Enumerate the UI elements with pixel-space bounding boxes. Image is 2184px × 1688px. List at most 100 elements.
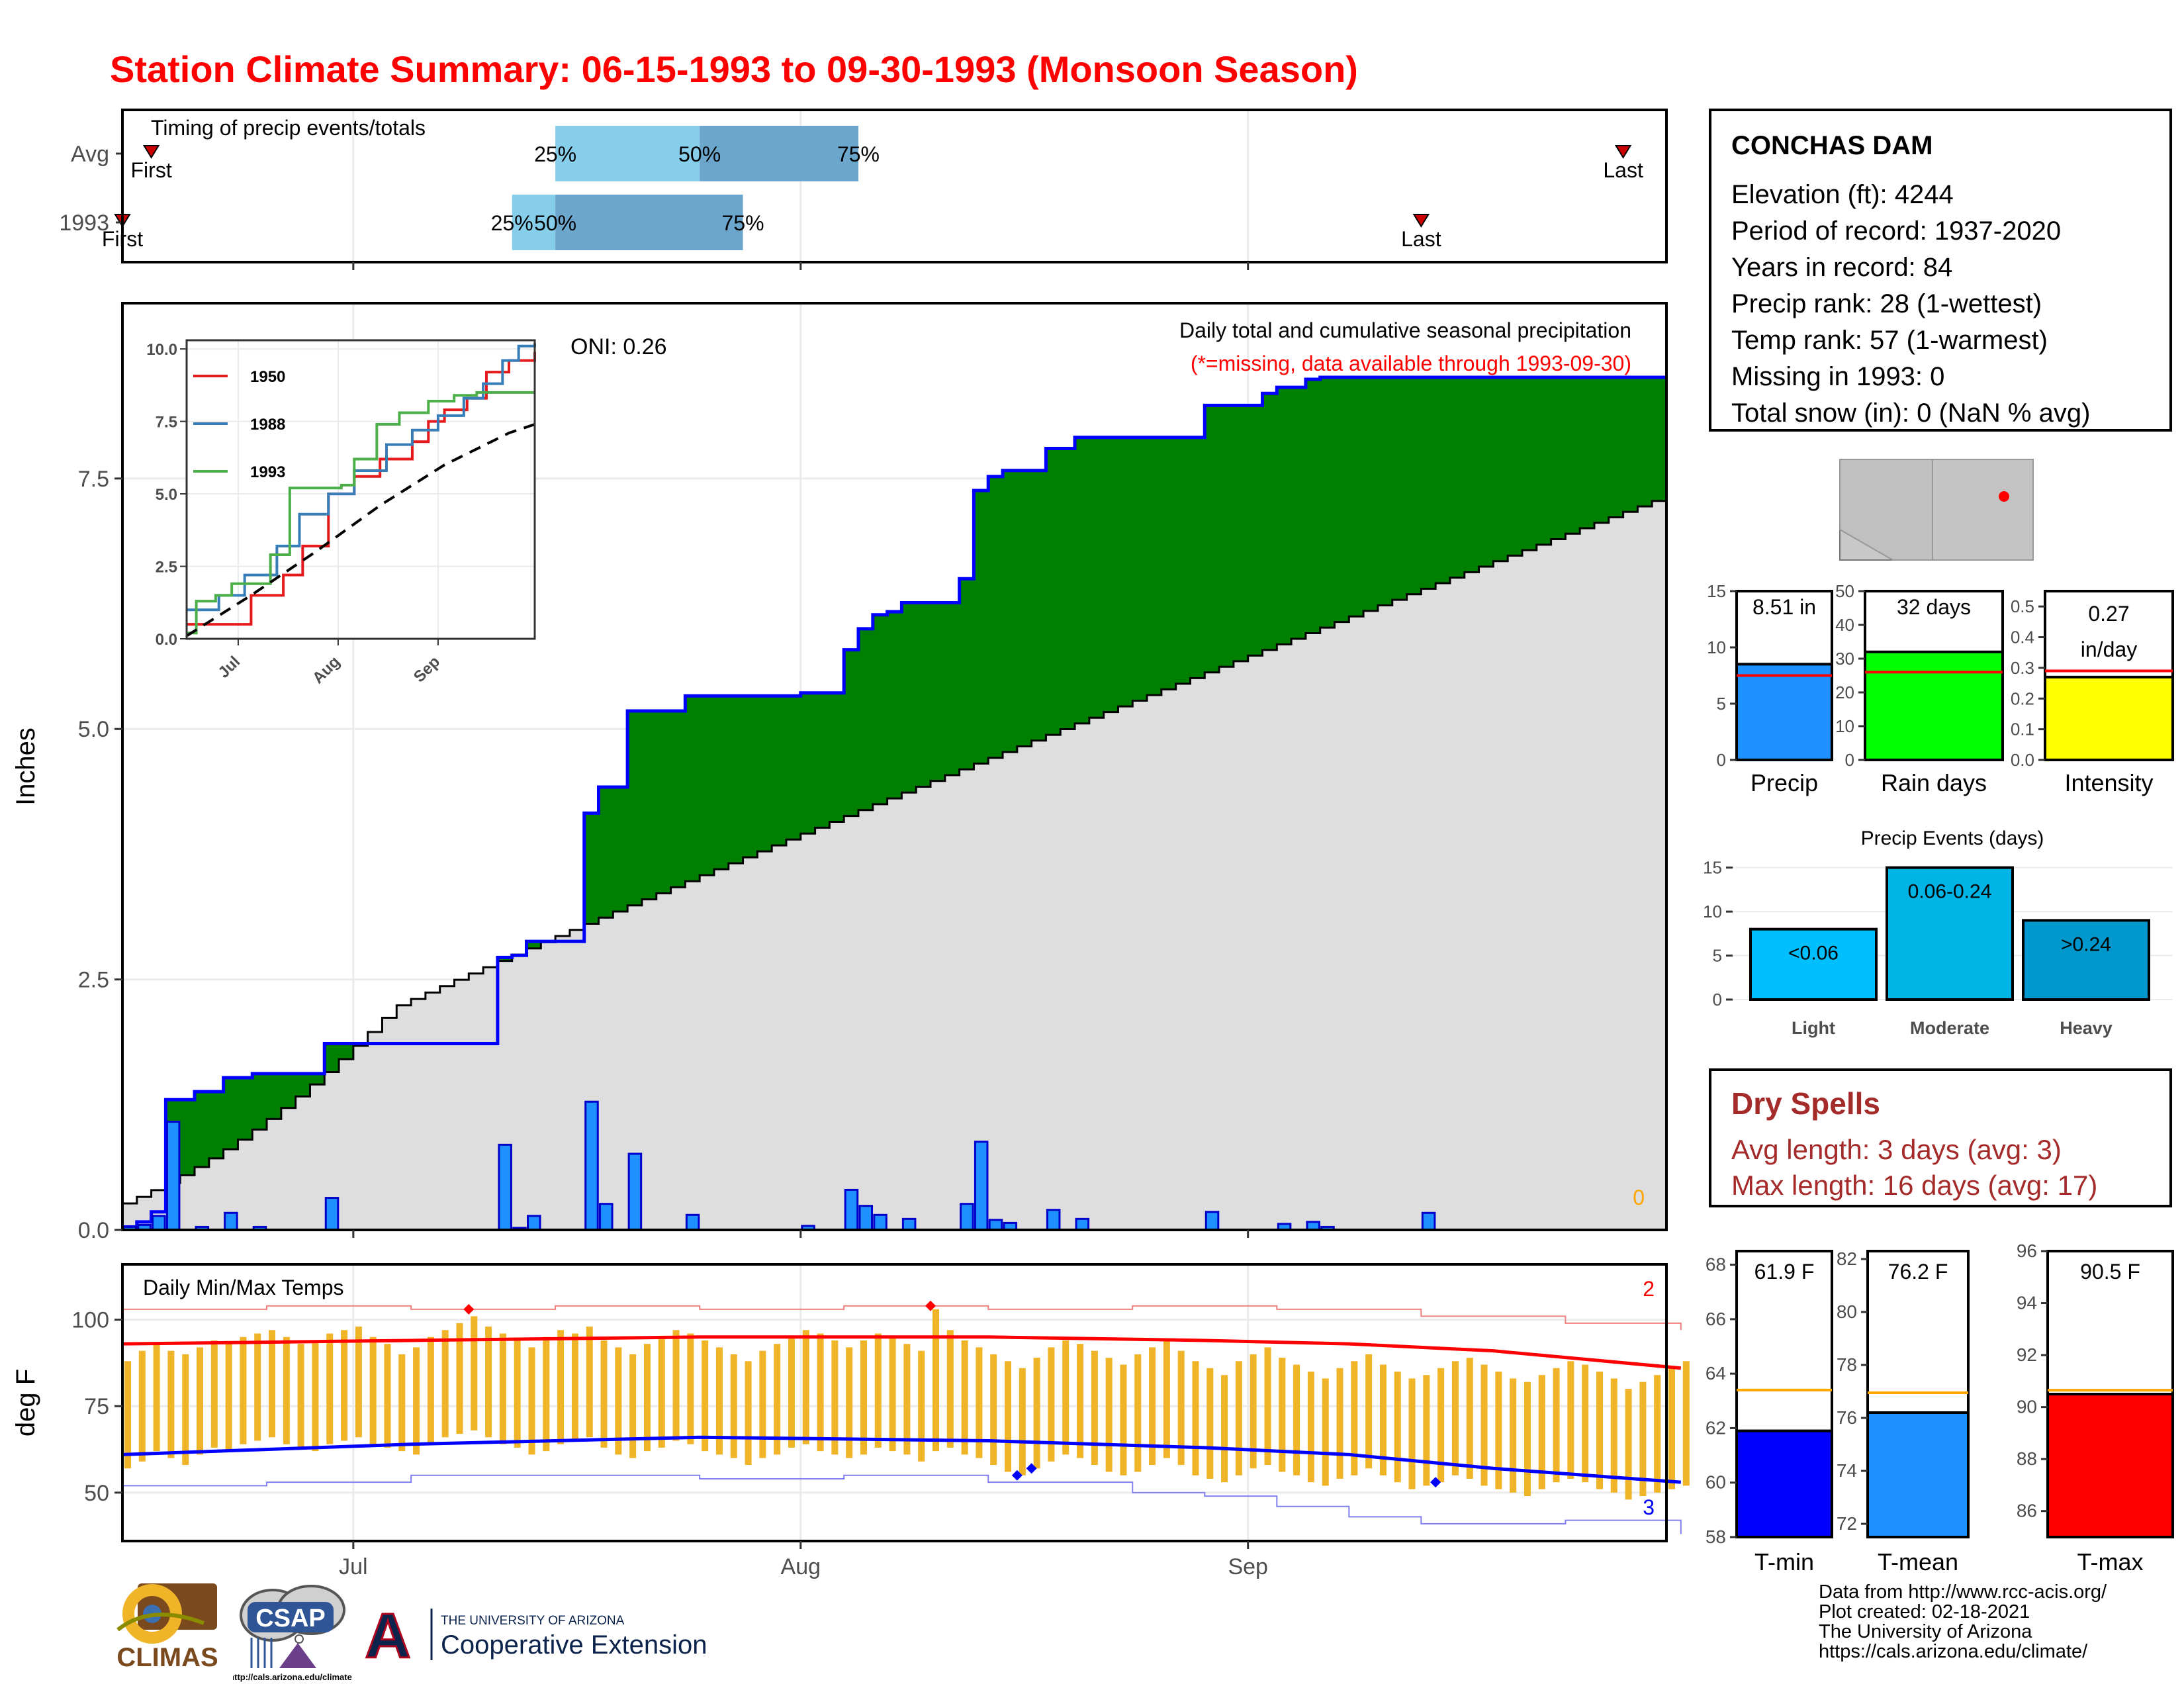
daily-temp-bar xyxy=(846,1347,853,1458)
daily-precip-bar xyxy=(901,1217,917,1231)
summary-value-label: 90.5 F xyxy=(2080,1260,2140,1284)
daily-temp-bar xyxy=(1394,1371,1401,1483)
station-info-row: Total snow (in): 0 (NaN % avg) xyxy=(1731,399,2091,428)
timing-last-label: Last xyxy=(1401,227,1441,251)
daily-temp-bar xyxy=(1235,1361,1242,1476)
station-info-row: Elevation (ft): 4244 xyxy=(1731,180,1954,209)
y-tick-label: 80 xyxy=(1837,1301,1857,1322)
timing-last-label: Last xyxy=(1603,158,1643,182)
daily-precip-bar xyxy=(324,1197,340,1231)
y-tick-label: 75 xyxy=(84,1394,109,1419)
daily-temp-bar xyxy=(802,1330,809,1444)
y-tick-label: 5 xyxy=(1717,694,1726,714)
y-tick-label: 90 xyxy=(2017,1397,2037,1417)
record-low-count: 3 xyxy=(1643,1495,1655,1519)
temps-title: Daily Min/Max Temps xyxy=(143,1276,343,1299)
daily-temp-bar xyxy=(326,1333,334,1444)
inset-y-tick-label: 5.0 xyxy=(156,486,177,504)
station-info-row: Missing in 1993: 0 xyxy=(1731,362,1945,391)
ua-logo-line1: THE UNIVERSITY OF ARIZONA xyxy=(441,1614,625,1628)
dry-spells-max: Max length: 16 days (avg: 17) xyxy=(1731,1170,2098,1201)
daily-temp-bar xyxy=(759,1350,766,1458)
timing-p25-label: 25% xyxy=(491,211,533,235)
daily-precip-bar xyxy=(584,1100,599,1231)
daily-temp-bar xyxy=(1120,1364,1127,1476)
y-tick-label: 78 xyxy=(1837,1354,1857,1375)
daily-temp-bar xyxy=(1510,1378,1517,1493)
ua-extension-logo: A THE UNIVERSITY OF ARIZONA Cooperative … xyxy=(360,1602,707,1668)
daily-temp-bar xyxy=(1105,1358,1113,1472)
event-bar xyxy=(1749,927,1878,1001)
daily-temp-bar xyxy=(471,1316,478,1430)
daily-temp-bar xyxy=(1351,1361,1358,1476)
daily-temp-bar xyxy=(774,1344,781,1455)
record-low-marker xyxy=(1011,1470,1023,1481)
daily-temp-bar xyxy=(629,1354,637,1458)
daily-precip-bar xyxy=(974,1141,989,1231)
station-info-row: Temp rank: 57 (1-warmest) xyxy=(1731,326,2048,355)
record-high-marker xyxy=(463,1303,475,1315)
timing-bar-25-50 xyxy=(555,126,700,181)
daily-temp-bar xyxy=(210,1340,218,1448)
timing-p50-label: 50% xyxy=(534,211,576,235)
y-tick-label: 10 xyxy=(1703,902,1722,921)
timing-marker xyxy=(142,145,160,159)
daily-precip-bar xyxy=(1421,1211,1436,1231)
y-tick-label: 100 xyxy=(71,1308,109,1333)
timing-p50-label: 50% xyxy=(678,142,721,166)
daily-temp-bar xyxy=(1437,1368,1445,1483)
summary-x-label: T-mean xyxy=(1878,1548,1958,1575)
missing-count: 0 xyxy=(1633,1186,1645,1209)
daily-temp-bar xyxy=(283,1336,290,1444)
map-state-arizona xyxy=(1839,459,1933,561)
daily-temp-bar xyxy=(240,1336,247,1444)
y-tick-label: 62 xyxy=(1706,1417,1726,1438)
daily-temp-bar xyxy=(485,1327,492,1438)
daily-temp-bar xyxy=(427,1336,434,1444)
timing-first-label: First xyxy=(131,158,172,182)
event-category-label: Moderate xyxy=(1910,1018,1989,1038)
y-tick-label: 64 xyxy=(1706,1363,1726,1383)
daily-temp-bar xyxy=(1206,1368,1214,1479)
daily-precip-bar xyxy=(1205,1211,1220,1231)
climas-logo: CLIMAS xyxy=(116,1583,218,1672)
climatology-area xyxy=(122,495,1666,1230)
cumulative-surplus-area xyxy=(122,377,1666,1227)
y-tick-label: 5 xyxy=(1713,946,1722,966)
daily-temp-bar xyxy=(1163,1340,1170,1458)
temps-frame xyxy=(121,1263,1668,1542)
daily-temp-bar xyxy=(355,1327,362,1438)
summary-value-label: 76.2 F xyxy=(1888,1260,1948,1284)
credit-line: Plot created: 02-18-2021 xyxy=(1819,1601,2030,1622)
timing-marker xyxy=(1614,145,1632,159)
daily-temp-bar xyxy=(1596,1371,1603,1489)
y-tick-label: 5.0 xyxy=(78,717,109,742)
daily-precip-bar xyxy=(1046,1209,1061,1231)
csap-logo-text: CSAP xyxy=(255,1605,326,1632)
daily-temp-bar xyxy=(297,1344,304,1448)
daily-temp-bar xyxy=(124,1361,131,1469)
y-tick-label: 86 xyxy=(2017,1501,2037,1521)
inset-frame xyxy=(185,339,536,640)
avg-max-line xyxy=(122,1335,1682,1370)
daily-temp-bar xyxy=(715,1347,723,1455)
daily-temp-bar xyxy=(269,1330,276,1438)
inset-y-tick-label: 7.5 xyxy=(156,414,177,432)
daily-precip-bar xyxy=(960,1203,974,1231)
daily-temp-bar xyxy=(398,1354,406,1452)
timing-p75-label: 75% xyxy=(722,211,764,235)
timing-bar-50-75 xyxy=(700,126,858,181)
temps-panel: 50 75 100 Jul Aug Sep deg F Daily Min/Max Temps… xyxy=(11,1263,1690,1579)
y-tick-label: 76 xyxy=(1837,1407,1857,1428)
daily-temp-bar xyxy=(1625,1389,1632,1500)
timing-frame xyxy=(121,109,1668,263)
credit-line: https://cals.arizona.edu/climate/ xyxy=(1819,1641,2088,1662)
daily-temp-bar xyxy=(1654,1375,1661,1493)
summary-x-label: Rain days xyxy=(1881,769,1987,796)
daily-temp-bar xyxy=(1322,1378,1329,1486)
x-tick-label: Sep xyxy=(1228,1554,1268,1579)
daily-temp-bar xyxy=(687,1333,694,1444)
csap-logo-url: http://cals.arizona.edu/climate xyxy=(233,1672,352,1682)
